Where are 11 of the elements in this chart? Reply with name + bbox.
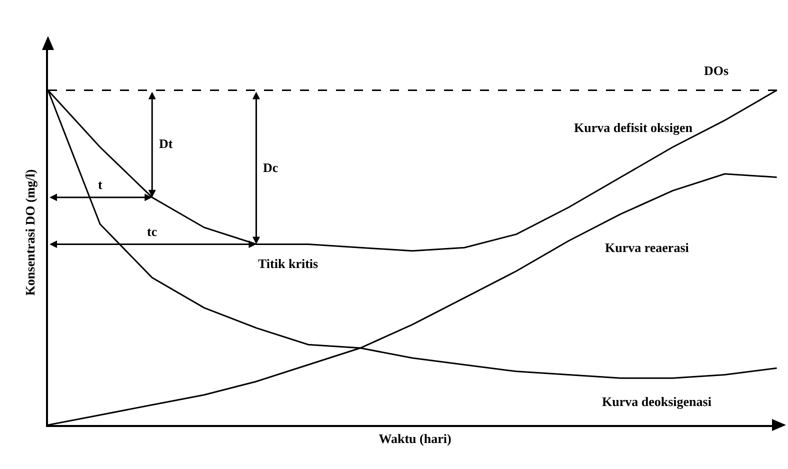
x-axis-title: Waktu (hari) (378, 431, 452, 446)
annotation: Dt (159, 136, 174, 151)
series-label: Kurva defisit oksigen (574, 120, 694, 135)
y-axis-title: Konsentrasi DO (mg/l) (22, 169, 38, 296)
series-label: Kurva deoksigenasi (602, 394, 712, 409)
annotation: t (98, 177, 103, 192)
annotation: Titik kritis (258, 256, 318, 271)
series-label: Kurva reaerasi (605, 240, 690, 255)
ref-line-label: DOs (704, 63, 729, 78)
annotation: Dc (263, 160, 278, 175)
annotation: tc (147, 224, 158, 239)
